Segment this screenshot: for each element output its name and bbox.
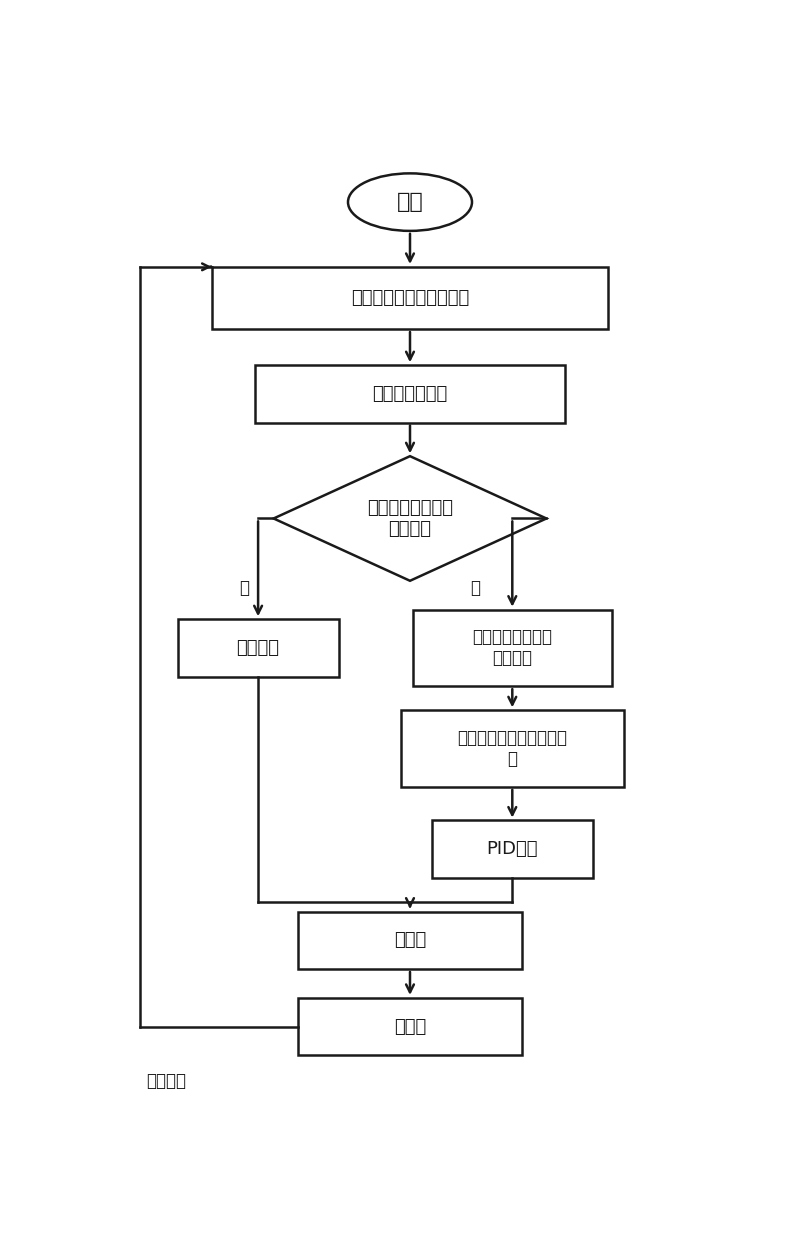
Text: 比例阀: 比例阀 [394, 931, 426, 949]
Polygon shape [274, 456, 546, 580]
FancyBboxPatch shape [298, 911, 522, 969]
FancyBboxPatch shape [432, 820, 593, 878]
FancyBboxPatch shape [401, 710, 624, 787]
FancyBboxPatch shape [255, 365, 565, 422]
Text: 开始: 开始 [397, 192, 423, 212]
Text: 输入位移反馈及设定位移: 输入位移反馈及设定位移 [351, 289, 469, 308]
Text: 否: 否 [239, 579, 250, 596]
Text: 直接控制: 直接控制 [237, 639, 280, 657]
Text: PID控制: PID控制 [486, 840, 538, 858]
Text: 将位移差转化为对
应的速度: 将位移差转化为对 应的速度 [472, 629, 552, 667]
Text: 位移反馈: 位移反馈 [146, 1072, 186, 1091]
FancyBboxPatch shape [413, 610, 611, 686]
Ellipse shape [348, 173, 472, 230]
FancyBboxPatch shape [211, 266, 609, 329]
Text: 液压缸: 液压缸 [394, 1017, 426, 1036]
Text: 计算出位移偏差: 计算出位移偏差 [372, 385, 448, 403]
Text: 将速度转化为相应的电流
值: 将速度转化为相应的电流 值 [458, 730, 567, 768]
FancyBboxPatch shape [298, 997, 522, 1056]
FancyBboxPatch shape [178, 619, 338, 677]
Text: 嗯: 嗯 [470, 579, 480, 596]
Text: 判断位移偏差是否
小于阈值: 判断位移偏差是否 小于阈值 [367, 499, 453, 538]
